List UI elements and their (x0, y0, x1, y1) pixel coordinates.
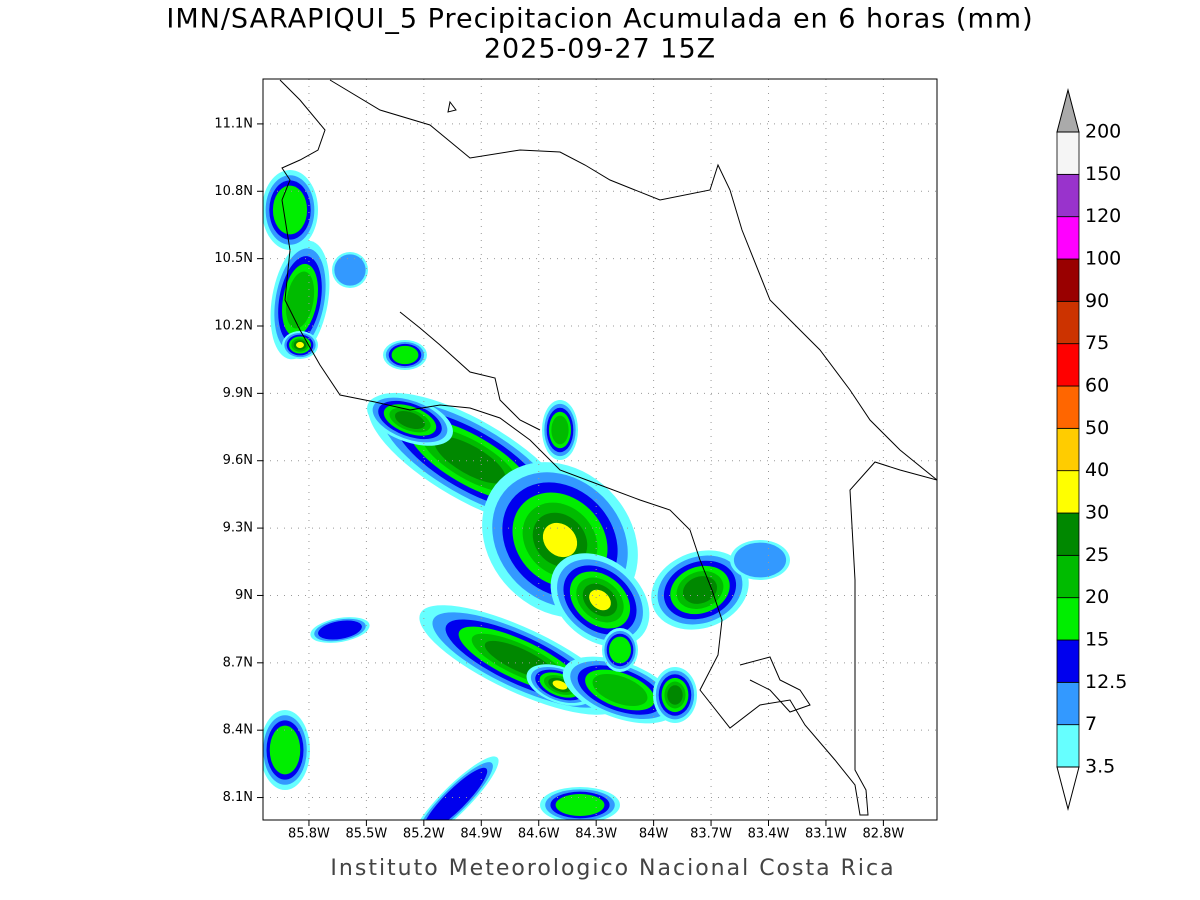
colorbar-label: 15 (1085, 629, 1109, 651)
precip-contour (285, 271, 315, 329)
coastline (399, 311, 541, 431)
colorbar-box (1056, 427, 1080, 472)
plot-frame (262, 78, 938, 821)
colorbar-box (1056, 554, 1080, 599)
colorbar-box (1056, 216, 1080, 260)
precip-contour (589, 589, 611, 611)
precip-contour (733, 542, 787, 578)
colorbar-label: 3.5 (1085, 756, 1115, 778)
coastline (279, 79, 326, 201)
colorbar-label: 20 (1085, 586, 1109, 608)
precip-contour (555, 794, 605, 816)
precip-contour (592, 673, 648, 707)
colorbar-label: 150 (1085, 163, 1121, 185)
footer: Instituto Meteorologico Nacional Costa R… (330, 856, 895, 881)
colorbar: 3.5 7 12.5 15 20 25 30 40 50 60 75 90 100 120 150 200 (1056, 88, 1127, 811)
coastline (739, 656, 811, 713)
lat-tick-label: 9N (235, 588, 253, 603)
colorbar-box (1056, 131, 1080, 175)
grid (257, 79, 937, 826)
precip-contour (667, 685, 683, 705)
lat-tick-label: 9.6N (223, 453, 253, 468)
coastline (281, 199, 937, 816)
precip-contour (609, 636, 631, 664)
precip-contour (552, 680, 568, 690)
colorbar-box (1056, 724, 1080, 768)
lon-tick-label: 84.9W (460, 827, 502, 842)
colorbar-box (1056, 512, 1080, 556)
colorbar-box (1056, 343, 1080, 387)
colorbar-box (1056, 173, 1080, 218)
lat-tick-label: 8.7N (223, 655, 253, 670)
lat-tick-label: 8.4N (223, 723, 253, 738)
precipitation-field (263, 170, 790, 820)
lat-tick-label: 10.2N (214, 319, 253, 334)
colorbar-box (1056, 639, 1080, 683)
lon-tick-label: 84W (639, 827, 669, 842)
colorbar-over (1056, 88, 1080, 133)
precip-contour (272, 185, 308, 235)
lon-tick-label: 82.8W (862, 827, 904, 842)
colorbar-label: 200 (1085, 121, 1121, 143)
lat-tick-label: 10.5N (214, 251, 253, 266)
colorbar-box (1056, 470, 1080, 514)
lat-tick-label: 10.8N (214, 184, 253, 199)
precip-contour (334, 254, 366, 286)
colorbar-box (1056, 258, 1080, 302)
coastlines (279, 79, 937, 816)
lon-tick-label: 85.2W (403, 827, 445, 842)
lon-tick-label: 83.4W (748, 827, 790, 842)
colorbar-label: 50 (1085, 417, 1109, 439)
lat-tick-label: 8.1N (223, 790, 253, 805)
colorbar-box (1056, 300, 1080, 345)
precip-contour (682, 576, 718, 604)
coastline (329, 79, 937, 481)
precip-contour (394, 410, 426, 430)
island (447, 100, 457, 113)
colorbar-label: 7 (1085, 713, 1097, 735)
lon-tick-label: 85.8W (288, 827, 330, 842)
lon-tick-label: 84.6W (518, 827, 560, 842)
colorbar-label: 90 (1085, 290, 1109, 312)
colorbar-box (1056, 681, 1080, 726)
precip-contour (318, 620, 362, 640)
subtitle: 2025-09-27 15Z (484, 34, 716, 65)
colorbar-label: 60 (1085, 375, 1109, 397)
precip-contour (422, 767, 488, 820)
title: IMN/SARAPIQUI_5 Precipitacion Acumulada … (166, 4, 1033, 35)
lon-tick-label: 85.5W (345, 827, 387, 842)
colorbar-under (1056, 766, 1080, 811)
lat-tick-label: 9.9N (223, 386, 253, 401)
colorbar-label: 100 (1085, 248, 1121, 270)
lat-tick-label: 11.1N (214, 116, 253, 131)
colorbar-label: 75 (1085, 332, 1109, 354)
precip-contour (551, 415, 569, 445)
colorbar-label: 12.5 (1085, 671, 1127, 693)
precip-contour (269, 725, 301, 775)
precip-contour (391, 345, 419, 365)
colorbar-box (1056, 597, 1080, 641)
colorbar-label: 120 (1085, 205, 1121, 227)
colorbar-label: 40 (1085, 459, 1109, 481)
lon-tick-label: 83.7W (690, 827, 732, 842)
colorbar-label: 25 (1085, 544, 1109, 566)
precip-contour (542, 522, 578, 558)
lat-tick-label: 9.3N (223, 521, 253, 536)
lon-tick-label: 83.1W (805, 827, 847, 842)
colorbar-box (1056, 385, 1080, 429)
precip-contour (434, 436, 506, 484)
colorbar-label: 30 (1085, 502, 1109, 524)
lon-tick-label: 84.3W (575, 827, 617, 842)
precip-contour (296, 341, 304, 349)
